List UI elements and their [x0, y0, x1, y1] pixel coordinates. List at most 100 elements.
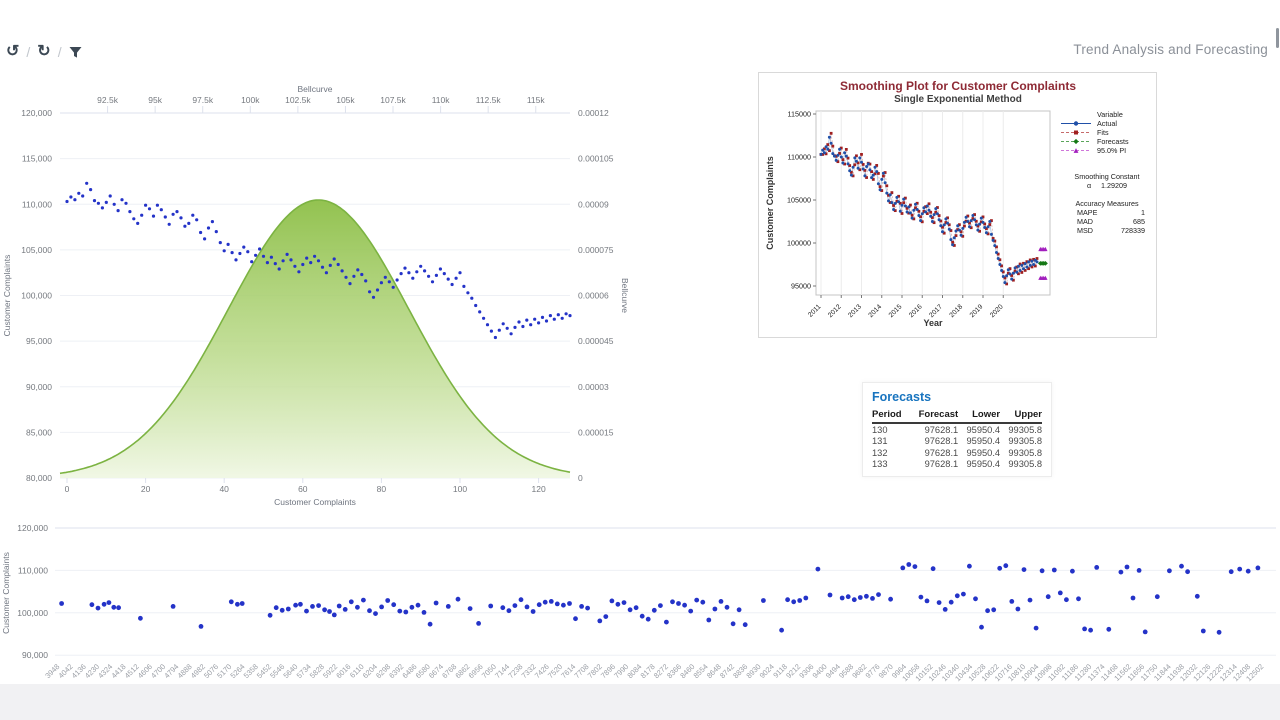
scrollbar-thumb[interactable]	[1276, 28, 1279, 48]
svg-text:0.00009: 0.00009	[578, 199, 609, 209]
svg-text:80,000: 80,000	[26, 473, 52, 483]
table-cell: 99305.8	[1008, 425, 1042, 436]
svg-text:20: 20	[141, 484, 151, 494]
svg-text:0.00006: 0.00006	[578, 291, 609, 301]
svg-text:MAPE: MAPE	[1077, 208, 1098, 217]
svg-text:92.5k: 92.5k	[97, 95, 119, 105]
table-cell: 97628.1	[924, 436, 959, 447]
column-header: Upper	[1000, 409, 1042, 424]
svg-text:110000: 110000	[788, 153, 811, 162]
table-cell: 95950.4	[966, 425, 1001, 436]
svg-text:90,000: 90,000	[26, 382, 52, 392]
svg-text:100k: 100k	[241, 95, 260, 105]
table-cell: 95950.4	[966, 447, 1001, 458]
table-row[interactable]: 130 97628.1 95950.4 99305.8	[872, 423, 1042, 435]
svg-text:120,000: 120,000	[21, 108, 52, 118]
svg-text:Actual: Actual	[1097, 119, 1117, 128]
svg-text:2013: 2013	[847, 303, 863, 319]
svg-text:2011: 2011	[807, 303, 822, 318]
svg-text:0.000075: 0.000075	[578, 245, 614, 255]
svg-text:105,000: 105,000	[21, 245, 52, 255]
table-cell: 133	[872, 458, 888, 469]
forecasts-title: Forecasts	[872, 390, 932, 404]
svg-text:Year: Year	[923, 318, 943, 328]
svg-text:Variable: Variable	[1097, 110, 1123, 119]
svg-text:2015: 2015	[888, 303, 904, 319]
svg-text:110,000: 110,000	[22, 199, 52, 209]
svg-text:Single Exponential Method: Single Exponential Method	[894, 94, 1022, 105]
svg-text:2014: 2014	[868, 303, 884, 319]
undo-icon[interactable]: ↺	[6, 43, 20, 60]
svg-text:40: 40	[219, 484, 229, 494]
svg-text:728339: 728339	[1121, 226, 1145, 235]
svg-text:115,000: 115,000	[22, 154, 52, 164]
svg-text:90,000: 90,000	[22, 650, 48, 660]
svg-text:95k: 95k	[148, 95, 162, 105]
bellcurve-scatter-chart[interactable]: 120,000 0.00012 115,000 0.000105 110,000 0.00…	[0, 78, 650, 510]
svg-text:97.5k: 97.5k	[192, 95, 214, 105]
svg-text:115k: 115k	[527, 95, 546, 105]
toolbar-separator: /	[26, 44, 31, 60]
bottom-scatter-chart[interactable]: 120,000 110,000 100,000 90,000 Customer Comp…	[0, 505, 1280, 688]
svg-text:Bellcurve: Bellcurve	[298, 84, 333, 94]
svg-text:α: α	[1087, 181, 1091, 190]
svg-text:100,000: 100,000	[17, 608, 48, 618]
page-title: Trend Analysis and Forecasting	[1073, 42, 1268, 57]
svg-text:100000: 100000	[787, 239, 811, 248]
footer-strip	[0, 684, 1280, 720]
svg-text:Bellcurve: Bellcurve	[620, 278, 630, 313]
svg-text:Smoothing Plot for Customer Co: Smoothing Plot for Customer Complaints	[840, 79, 1076, 93]
svg-text:2016: 2016	[908, 303, 924, 319]
refresh-icon[interactable]: ↻	[37, 43, 51, 60]
svg-text:105000: 105000	[787, 196, 811, 205]
table-cell: 99305.8	[1008, 458, 1042, 469]
svg-text:105k: 105k	[336, 95, 355, 105]
svg-text:Smoothing Constant: Smoothing Constant	[1074, 172, 1139, 181]
svg-text:100,000: 100,000	[21, 291, 52, 301]
svg-text:2019: 2019	[969, 303, 985, 319]
forecasts-card: Forecasts Period Forecast Lower Upper 130 97…	[862, 382, 1052, 477]
forecasts-table[interactable]: Period Forecast Lower Upper 130 97628.1 95950…	[872, 409, 1042, 469]
svg-text:112.5k: 112.5k	[476, 95, 502, 105]
table-cell: 95950.4	[966, 458, 1001, 469]
svg-text:85,000: 85,000	[26, 427, 52, 437]
svg-text:1: 1	[1141, 208, 1145, 217]
svg-text:60: 60	[298, 484, 308, 494]
svg-text:0.00003: 0.00003	[578, 382, 609, 392]
svg-text:95.0% PI: 95.0% PI	[1097, 146, 1126, 155]
filter-icon[interactable]	[69, 46, 82, 59]
svg-text:95,000: 95,000	[26, 336, 52, 346]
svg-text:80: 80	[377, 484, 387, 494]
svg-text:110k: 110k	[432, 95, 451, 105]
table-cell: 95950.4	[966, 436, 1001, 447]
forecasts-table-header: Period Forecast Lower Upper	[872, 409, 1042, 424]
table-row[interactable]: 131 97628.1 95950.4 99305.8	[872, 435, 1042, 446]
svg-text:2018: 2018	[949, 303, 965, 319]
svg-text:120: 120	[532, 484, 546, 494]
column-header: Forecast	[908, 409, 959, 424]
svg-text:107.5k: 107.5k	[380, 95, 406, 105]
table-cell: 132	[872, 447, 888, 458]
svg-text:Forecasts: Forecasts	[1097, 137, 1129, 146]
svg-text:120,000: 120,000	[17, 523, 48, 533]
toolbar: ↺ / ↻ /	[6, 42, 82, 62]
table-row[interactable]: 133 97628.1 95950.4 99305.8	[872, 458, 1042, 469]
svg-text:Accuracy Measures: Accuracy Measures	[1075, 199, 1139, 208]
svg-text:102.5k: 102.5k	[285, 95, 311, 105]
smoothing-plot-chart[interactable]: Smoothing Plot for Customer ComplaintsSi…	[759, 73, 1156, 337]
column-header: Lower	[958, 409, 1001, 424]
svg-text:0.000015: 0.000015	[578, 427, 614, 437]
svg-text:Customer Complaints: Customer Complaints	[1, 552, 11, 634]
toolbar-separator: /	[57, 44, 62, 60]
svg-text:95000: 95000	[791, 282, 811, 291]
svg-text:100: 100	[453, 484, 467, 494]
svg-text:0.00012: 0.00012	[578, 108, 609, 118]
svg-text:2020: 2020	[989, 303, 1005, 319]
svg-text:0.000105: 0.000105	[578, 154, 614, 164]
table-row[interactable]: 132 97628.1 95950.4 99305.8	[872, 446, 1042, 458]
table-cell: 131	[872, 436, 888, 447]
table-cell: 130	[872, 425, 888, 436]
svg-text:685: 685	[1133, 217, 1145, 226]
table-cell: 97628.1	[924, 458, 959, 469]
svg-text:1.29209: 1.29209	[1101, 181, 1127, 190]
